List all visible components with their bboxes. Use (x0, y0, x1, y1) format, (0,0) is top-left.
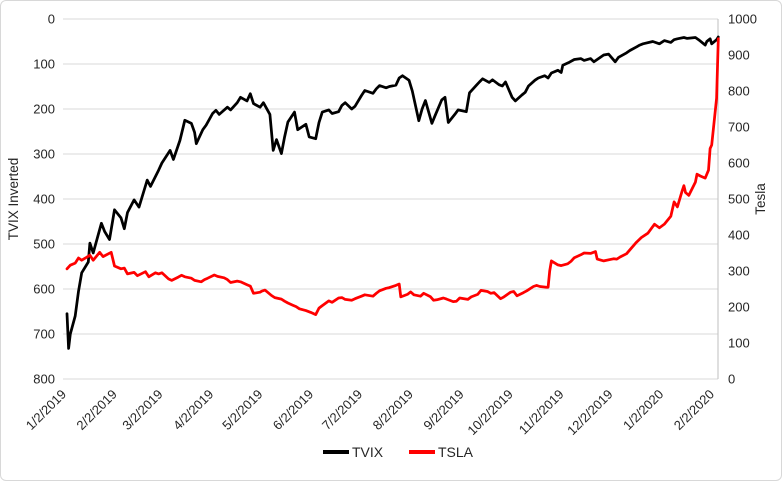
right-tick-label: 400 (728, 228, 750, 243)
right-tick-label: 300 (728, 264, 750, 279)
left-tick-label: 200 (33, 102, 55, 117)
right-tick-label: 100 (728, 336, 750, 351)
left-tick-label: 300 (33, 147, 55, 162)
left-tick-label: 500 (33, 237, 55, 252)
x-tick-label: 12/2/2019 (564, 387, 616, 439)
right-tick-label: 500 (728, 192, 750, 207)
right-tick-label: 900 (728, 48, 750, 63)
x-tick-label: 1/2/2019 (23, 387, 69, 433)
x-tick-label: 6/2/2019 (270, 387, 316, 433)
tsla-legend-label: TSLA (438, 444, 474, 460)
right-axis-title: Tesla (753, 183, 768, 215)
series-lines (65, 35, 720, 350)
right-tick-label: 700 (728, 120, 750, 135)
x-tick-label: 10/2/2019 (464, 387, 516, 439)
x-tick-label: 9/2/2019 (420, 387, 466, 433)
x-tick-label: 7/2/2019 (319, 387, 365, 433)
right-tick-label: 1000 (728, 12, 757, 27)
left-tick-label: 0 (48, 12, 55, 27)
right-tick-label: 800 (728, 84, 750, 99)
legend-item-tsla: TSLA (409, 444, 474, 460)
legend: TVIX TSLA (323, 444, 474, 460)
gridlines (63, 18, 718, 380)
legend-item-tvix: TVIX (323, 444, 384, 460)
x-tick-label: 5/2/2019 (219, 387, 265, 433)
tvix-legend-label: TVIX (352, 444, 384, 460)
x-tick-label: 11/2/2019 (516, 387, 567, 438)
x-tick-label: 1/2/2020 (620, 387, 666, 433)
x-tick-label: 2/2/2019 (73, 387, 119, 433)
left-tick-label: 700 (33, 327, 55, 342)
right-axis-tick-labels: 0 100 200 300 400 500 600 700 800 900 1000 (728, 12, 757, 387)
x-tick-label: 4/2/2019 (170, 387, 216, 433)
x-tick-label: 3/2/2019 (119, 387, 165, 433)
x-axis-tick-labels: 1/2/2019 2/2/2019 3/2/2019 4/2/2019 5/2/2019… (23, 387, 717, 439)
tvix-line (65, 35, 720, 350)
left-axis-tick-labels: 0 100 200 300 400 500 600 700 800 (33, 12, 55, 387)
right-tick-label: 0 (728, 372, 735, 387)
left-axis-title: TVIX Inverted (6, 158, 21, 241)
x-tick-label: 2/2/2020 (671, 387, 717, 433)
x-tick-label: 8/2/2019 (370, 387, 416, 433)
left-tick-label: 400 (33, 192, 55, 207)
left-tick-label: 800 (33, 372, 55, 387)
right-tick-label: 200 (728, 300, 750, 315)
right-tick-label: 600 (728, 156, 750, 171)
left-tick-label: 600 (33, 282, 55, 297)
left-tick-label: 100 (33, 57, 55, 72)
tsla-line (65, 37, 720, 316)
